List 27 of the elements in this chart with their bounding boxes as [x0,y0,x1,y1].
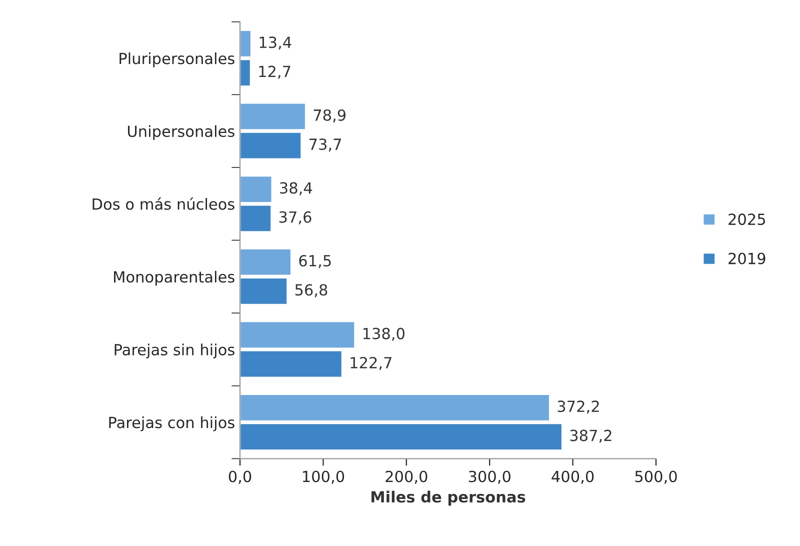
x-tick-label: 400,0 [552,470,594,484]
legend-label: 2025 [728,214,766,226]
x-tick-label: 300,0 [468,470,510,484]
data-label: 78,9 [314,109,346,122]
y-tick-label: Monoparentales [114,270,234,286]
data-label: 38,4 [280,182,312,196]
data-label: 372,2 [558,400,599,414]
x-tick-label: 200,0 [386,470,428,484]
data-label: 56,8 [295,284,328,298]
x-axis-title: Miles de personas [372,490,526,506]
data-label: 12,7 [259,66,290,79]
data-label: 138,0 [363,328,404,341]
data-label: 13,4 [260,36,292,50]
y-tick-label: Unipersonales [128,125,234,140]
data-label: 61,5 [299,254,331,268]
legend-label: 2019 [728,252,766,264]
y-tick-label: Pluripersonales [120,52,234,68]
x-tick-label: 500,0 [635,470,677,484]
data-label: 387,2 [570,430,612,443]
data-label: 122,7 [350,356,392,370]
data-label: 73,7 [310,138,341,152]
y-tick-label: Parejas con hijos [109,416,234,432]
y-tick-label: Parejas sin hijos [114,344,234,358]
y-tick-label: Dos o más núcleos [92,197,234,210]
x-tick-label: 100,0 [303,470,344,484]
x-tick-label: 0,0 [228,470,252,484]
data-label: 37,6 [279,211,312,224]
